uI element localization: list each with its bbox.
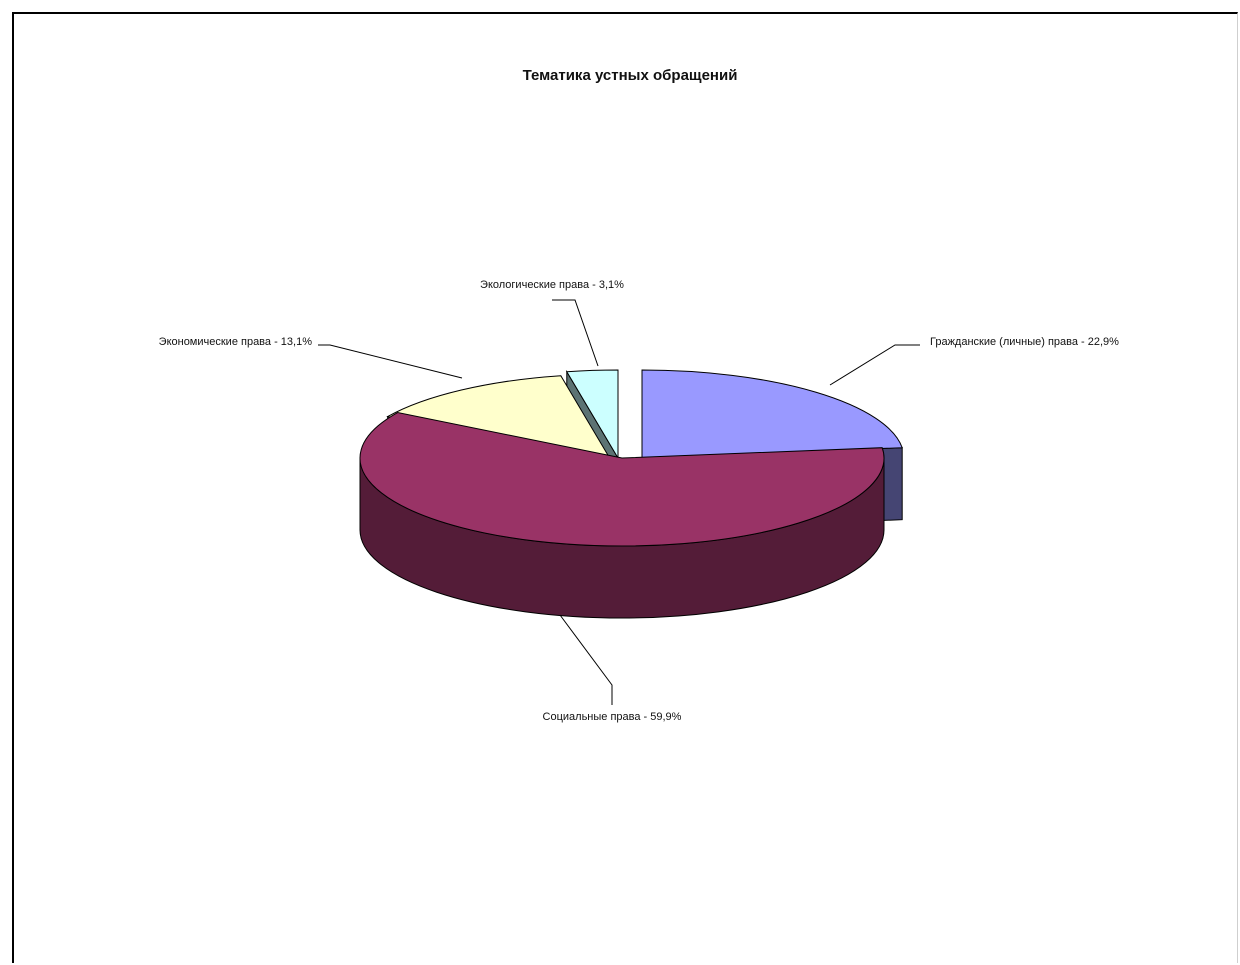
leader-line [559, 614, 613, 705]
pie-slice-top [359, 412, 885, 547]
pie-slice-top [565, 369, 619, 460]
pie-slice [359, 412, 885, 619]
slice-label: Гражданские (личные) права - 22,9% [930, 336, 1119, 348]
pie-slice-top [386, 375, 614, 463]
leader-line [318, 344, 463, 379]
chart-title: Тематика устных обращений [523, 67, 738, 84]
pie-slice-top [641, 369, 903, 459]
slice-label: Социальные права - 59,9% [543, 711, 682, 723]
slice-label: Экологические права - 3,1% [480, 279, 624, 291]
slice-label: Экономические права - 13,1% [159, 336, 313, 348]
leader-line [552, 299, 599, 367]
leader-line [829, 344, 920, 386]
